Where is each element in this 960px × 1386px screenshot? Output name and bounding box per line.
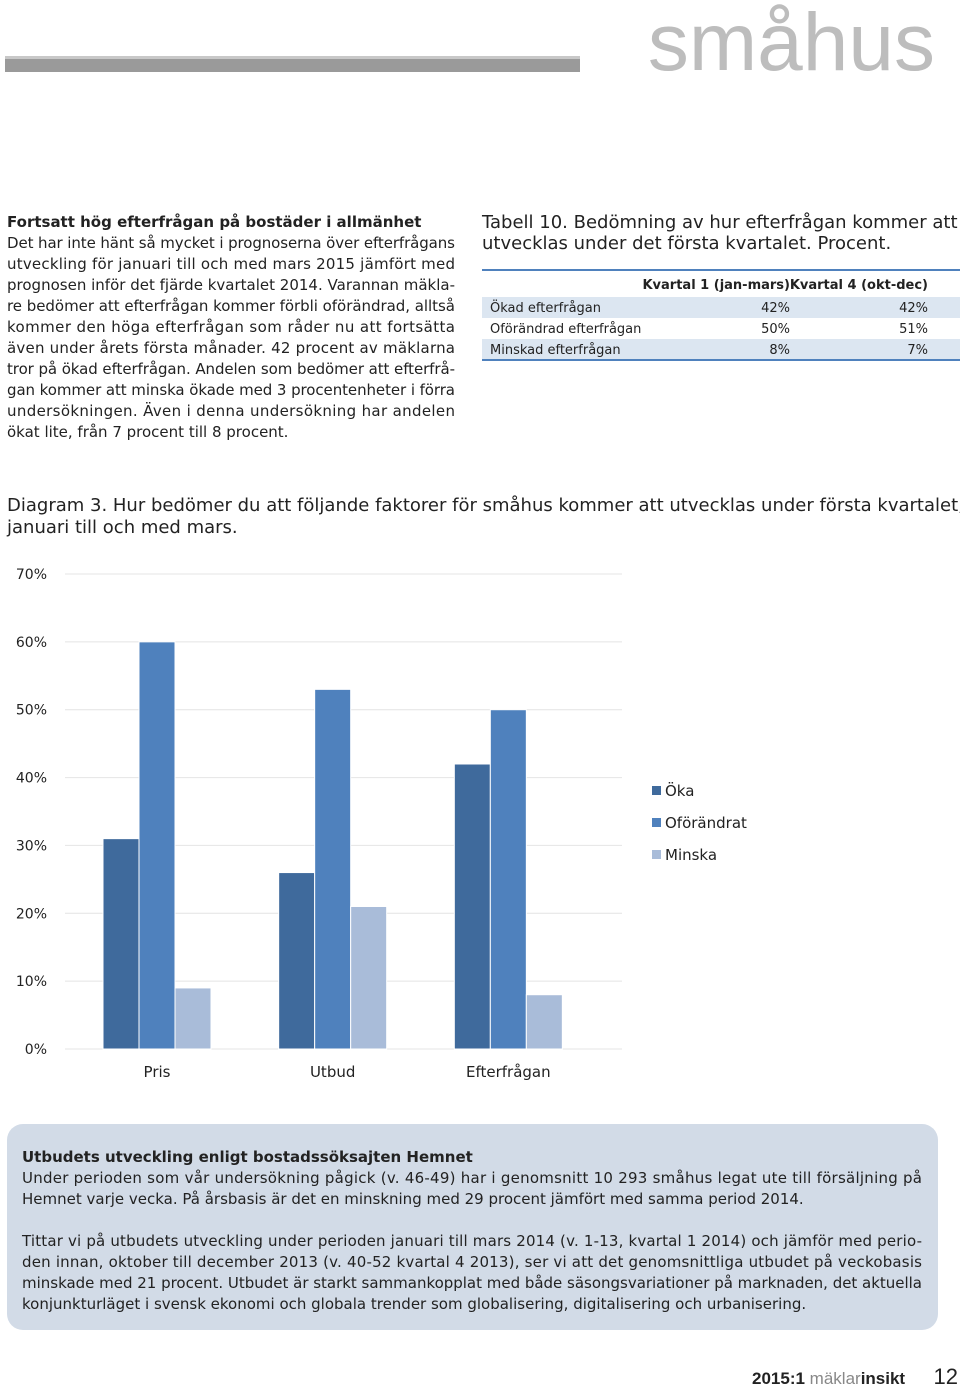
bar (525, 994, 563, 1050)
article-line: re bedömer att efterfrågan kommer förbli… (7, 297, 455, 315)
table-cell: 51% (899, 322, 928, 337)
article-line: utveckling för januari till och med mars… (7, 255, 455, 273)
table-caption: Tabell 10. Bedömning av hur efterfrågan … (481, 212, 958, 233)
y-tick-label: 50% (16, 703, 47, 719)
bar (350, 906, 388, 1050)
table-cell: 42% (761, 301, 790, 316)
page-number: 12 (934, 1364, 958, 1386)
table-cell: 42% (899, 301, 928, 316)
article-line: även under årets första månader. 42 proc… (7, 339, 455, 357)
x-tick-label: Utbud (310, 1063, 355, 1081)
box-heading: Utbudets utveckling enligt bostadssöksaj… (22, 1148, 473, 1166)
header-bar-top (5, 56, 580, 59)
y-tick-label: 30% (16, 838, 47, 854)
bar (314, 688, 352, 1050)
box-line: Tittar vi på utbudets utveckling under p… (21, 1232, 922, 1250)
page-title: småhus (648, 0, 935, 88)
diagram-caption: januari till och med mars. (6, 517, 238, 538)
table-cell: Minskad efterfrågan (490, 343, 621, 358)
header-bar (5, 57, 580, 72)
table-cell: Oförändrad efterfrågan (490, 322, 641, 337)
bar (453, 763, 491, 1050)
bar (138, 641, 176, 1050)
info-box (7, 1124, 938, 1330)
article-line: tror på ökad efterfrågan. Andelen som be… (7, 360, 455, 378)
legend-label: Öka (665, 781, 694, 800)
article-line: prognosen inför det fjärde kvartalet 201… (7, 276, 455, 294)
table-cell: 7% (907, 343, 928, 358)
x-tick-label: Efterfrågan (466, 1063, 551, 1081)
table-cell: Ökad efterfrågan (490, 299, 601, 316)
table-row-bg (482, 339, 960, 360)
article-line: undersökningen. Även i denna undersöknin… (7, 401, 455, 420)
footer-issue: 2015:1 (752, 1369, 805, 1386)
legend-swatch (652, 818, 661, 827)
article-line: Det har inte hänt så mycket i prognosern… (7, 234, 455, 252)
x-tick-label: Pris (144, 1063, 171, 1081)
table-row-bg (482, 318, 960, 339)
legend-label: Oförändrat (665, 814, 747, 832)
table-header: Kvartal 1 (jan-mars) (642, 278, 790, 293)
article-line: gan kommer att minska ökade med 3 procen… (7, 381, 455, 399)
y-tick-label: 60% (16, 635, 47, 651)
table-cell: 8% (769, 343, 790, 358)
legend-swatch (652, 850, 661, 859)
article-heading: Fortsatt hög efterfrågan på bostäder i a… (7, 213, 421, 231)
diagram-caption: Diagram 3. Hur bedömer du att följande f… (7, 495, 960, 516)
table-row-bg (482, 297, 960, 318)
box-line: konjunkturläget i svensk ekonomi och glo… (22, 1295, 806, 1313)
table-header: Kvartal 4 (okt-dec) (790, 278, 928, 293)
y-tick-label: 40% (16, 771, 47, 787)
footer-brand-a: mäklar (810, 1369, 861, 1386)
article-line: ökat lite, från 7 procent till 8 procent… (7, 423, 288, 441)
table-caption: utvecklas under det första kvartalet. Pr… (482, 233, 891, 254)
box-line: Hemnet varje vecka. På årsbasis är det e… (22, 1190, 804, 1208)
legend-label: Minska (665, 846, 717, 864)
legend-swatch (652, 786, 661, 795)
footer-brand: 2015:1 mäklarinsikt (752, 1369, 905, 1386)
y-tick-label: 20% (16, 906, 47, 922)
box-line: minskade med 21 procent. Utbudet är star… (22, 1274, 922, 1292)
bar (278, 872, 316, 1050)
bar (489, 709, 527, 1050)
footer-brand-b: insikt (861, 1369, 906, 1386)
bar (174, 987, 212, 1050)
y-tick-label: 0% (25, 1042, 47, 1058)
article-line: kommer den höga efterfrågan som råder nu… (7, 318, 455, 336)
y-tick-label: 10% (16, 974, 47, 990)
y-tick-label: 70% (16, 567, 47, 583)
box-line: Under perioden som vår undersökning pågi… (22, 1169, 922, 1187)
table-cell: 50% (761, 322, 790, 337)
bar (102, 838, 140, 1050)
box-line: den innan, oktober till december 2013 (v… (22, 1253, 922, 1271)
